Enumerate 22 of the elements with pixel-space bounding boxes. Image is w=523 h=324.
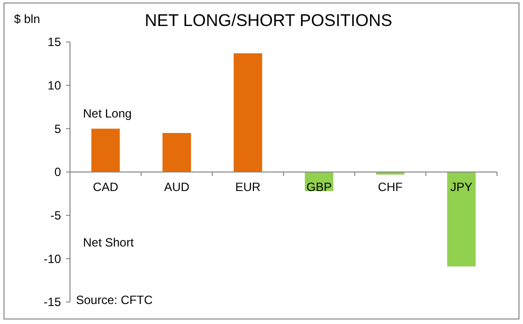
- y-tick-label: -10: [44, 252, 62, 266]
- y-tick-label: -5: [50, 208, 62, 223]
- bar: [162, 133, 191, 172]
- x-tick-label: AUD: [164, 180, 190, 194]
- y-tick-label: 0: [54, 165, 62, 180]
- bar: [91, 128, 120, 172]
- annotation: Net Long: [83, 106, 132, 120]
- x-tick-label: EUR: [235, 180, 261, 194]
- x-tick-label: CHF: [378, 180, 403, 194]
- y-tick-label: 5: [54, 122, 62, 136]
- y-tick-label: -15: [44, 295, 62, 310]
- bar: [234, 53, 262, 172]
- y-axis-title: $ bln: [14, 12, 40, 26]
- y-tick-label: 15: [48, 35, 62, 50]
- y-tick-label: 10: [48, 78, 62, 93]
- x-tick-label: CAD: [92, 180, 119, 194]
- chart-title: NET LONG/SHORT POSITIONS: [144, 11, 392, 30]
- annotation: Net Short: [83, 236, 134, 250]
- bar: [447, 172, 476, 266]
- x-tick-label: GBP: [306, 180, 332, 194]
- annotation: Source: CFTC: [76, 293, 154, 307]
- x-tick-label: JPY: [450, 180, 472, 194]
